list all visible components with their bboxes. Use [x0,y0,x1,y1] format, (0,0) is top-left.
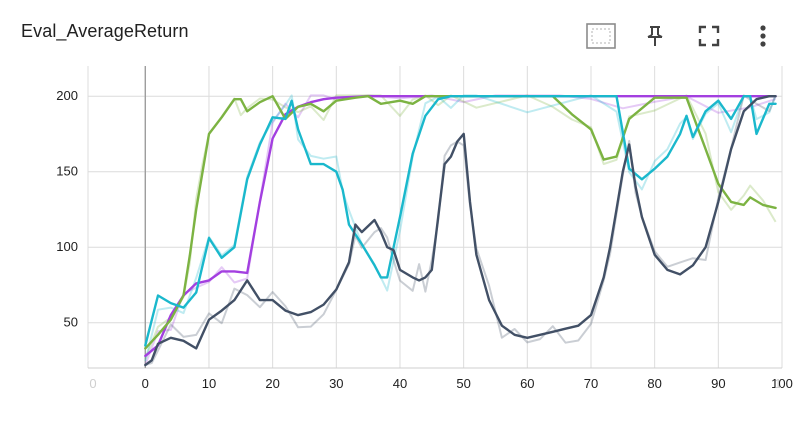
x-tick-label: 50 [456,376,470,391]
series-raw-line [144,94,777,362]
pin-button[interactable] [628,18,682,54]
series-raw-line [144,94,777,360]
x-faint-tick-label: 0 [89,376,96,391]
x-tick-label: 60 [520,376,534,391]
y-tick-label: 200 [56,88,78,103]
x-tick-label: 100 [771,376,793,391]
y-tick-label: 100 [56,239,78,254]
x-tick-label: 80 [647,376,661,391]
pin-icon [646,25,664,47]
x-tick-label: 0 [142,376,149,391]
x-tick-label: 20 [265,376,279,391]
series-raw-line [144,94,776,366]
fit-domain-icon [586,23,616,49]
x-tick-label: 30 [329,376,343,391]
series-raw-line [145,94,777,366]
chart-title: Eval_AverageReturn [21,21,189,41]
x-faint-tick-label: 1 [774,376,781,391]
x-tick-label: 40 [393,376,407,391]
series-line [144,94,777,347]
series-line [144,94,777,367]
more-vert-icon [759,24,767,48]
fullscreen-icon [698,25,720,47]
y-tick-label: 50 [64,315,78,330]
series-line [144,94,777,358]
fit-domain-button[interactable] [574,18,628,54]
more-options-button[interactable] [736,18,790,54]
series-line [144,94,777,350]
x-tick-label: 70 [584,376,598,391]
x-tick-label: 90 [711,376,725,391]
chart-toolbar [574,18,790,54]
fullscreen-button[interactable] [682,18,736,54]
y-tick-label: 150 [56,164,78,179]
x-tick-label: 10 [202,376,216,391]
